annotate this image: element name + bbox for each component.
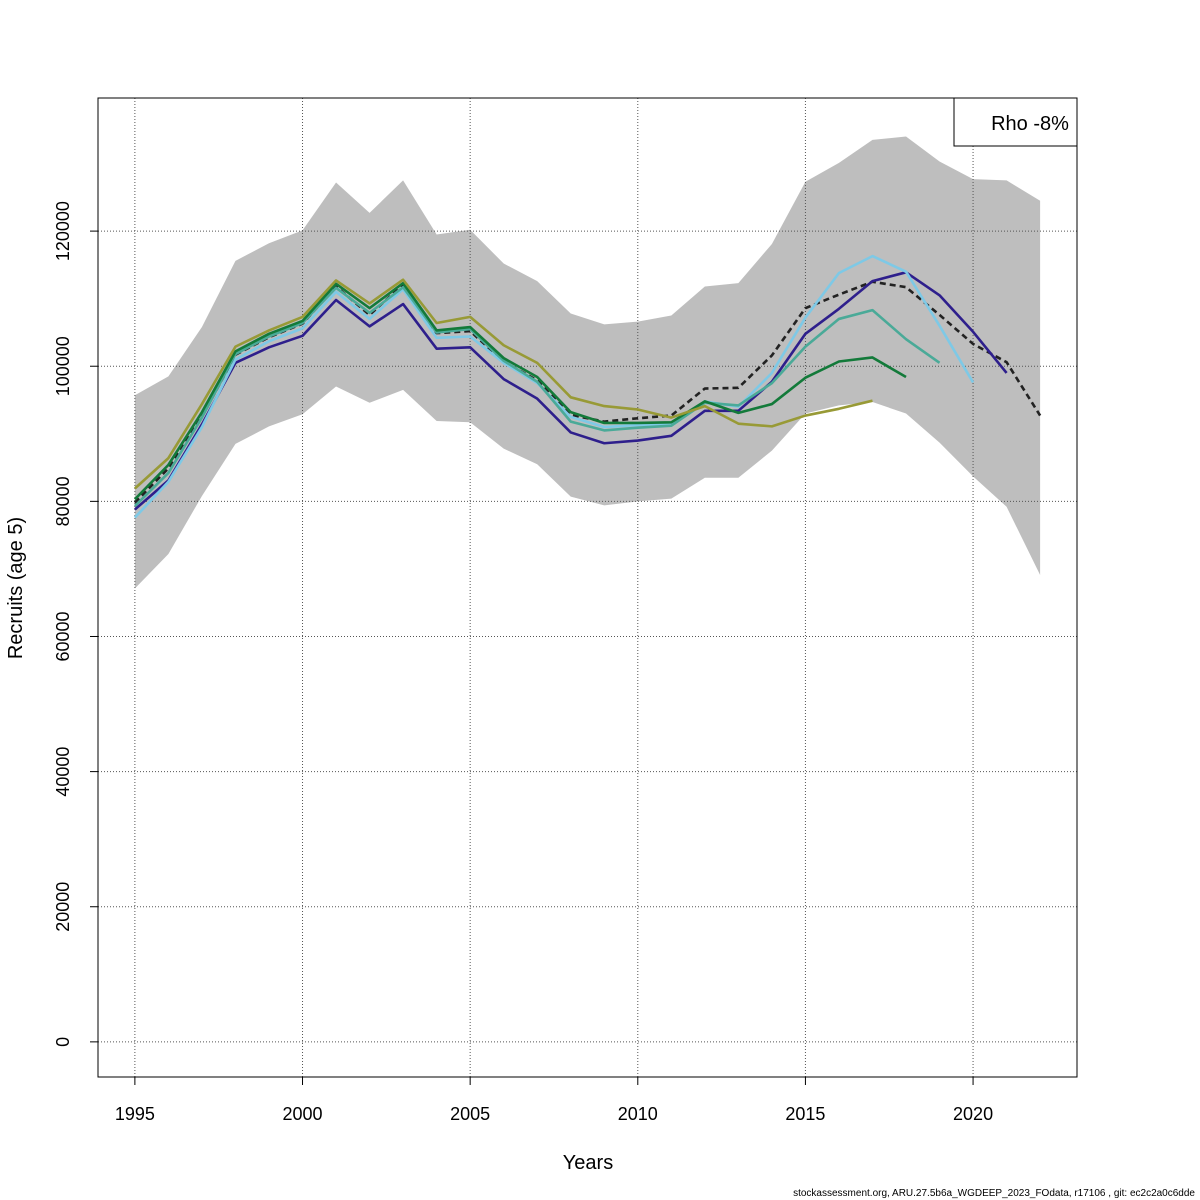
y-tick-label: 40000 [53, 747, 73, 797]
y-tick-label: 20000 [53, 882, 73, 932]
series-line-4 [133, 285, 941, 508]
x-axis: 1995 2000 2005 2010 2015 2020 [115, 1077, 993, 1124]
y-axis: 0 20000 40000 60000 80000 100000 120000 [53, 201, 98, 1047]
series-line-5 [133, 281, 907, 501]
y-tick-label: 120000 [53, 201, 73, 261]
y-tick-label: 100000 [53, 336, 73, 396]
x-tick-label: 2015 [785, 1104, 825, 1124]
legend-rho-label: Rho -8% [991, 113, 1069, 135]
y-tick-label: 0 [53, 1037, 73, 1047]
y-tick-label: 60000 [53, 611, 73, 661]
grid-layer [98, 98, 1077, 1077]
x-tick-label: 2000 [282, 1104, 322, 1124]
y-axis-title: Recruits (age 5) [5, 517, 27, 659]
series-line-2 [134, 271, 1008, 511]
x-tick-label: 2010 [618, 1104, 658, 1124]
x-axis-title: Years [563, 1152, 613, 1174]
legend: Rho -8% [953, 97, 1078, 147]
plot-frame [97, 97, 1078, 1078]
confidence-band [134, 136, 1041, 589]
x-tick-label: 2005 [450, 1104, 490, 1124]
series-line-6 [134, 278, 873, 490]
x-tick-label: 2020 [953, 1104, 993, 1124]
series-layer [133, 254, 1042, 519]
legend-box [953, 97, 1078, 147]
footer-credit: stockassessment.org, ARU.27.5b6a_WGDEEP_… [793, 1188, 1195, 1199]
x-tick-label: 1995 [115, 1104, 155, 1124]
confidence-band-layer [134, 136, 1041, 589]
y-tick-label: 80000 [53, 476, 73, 526]
